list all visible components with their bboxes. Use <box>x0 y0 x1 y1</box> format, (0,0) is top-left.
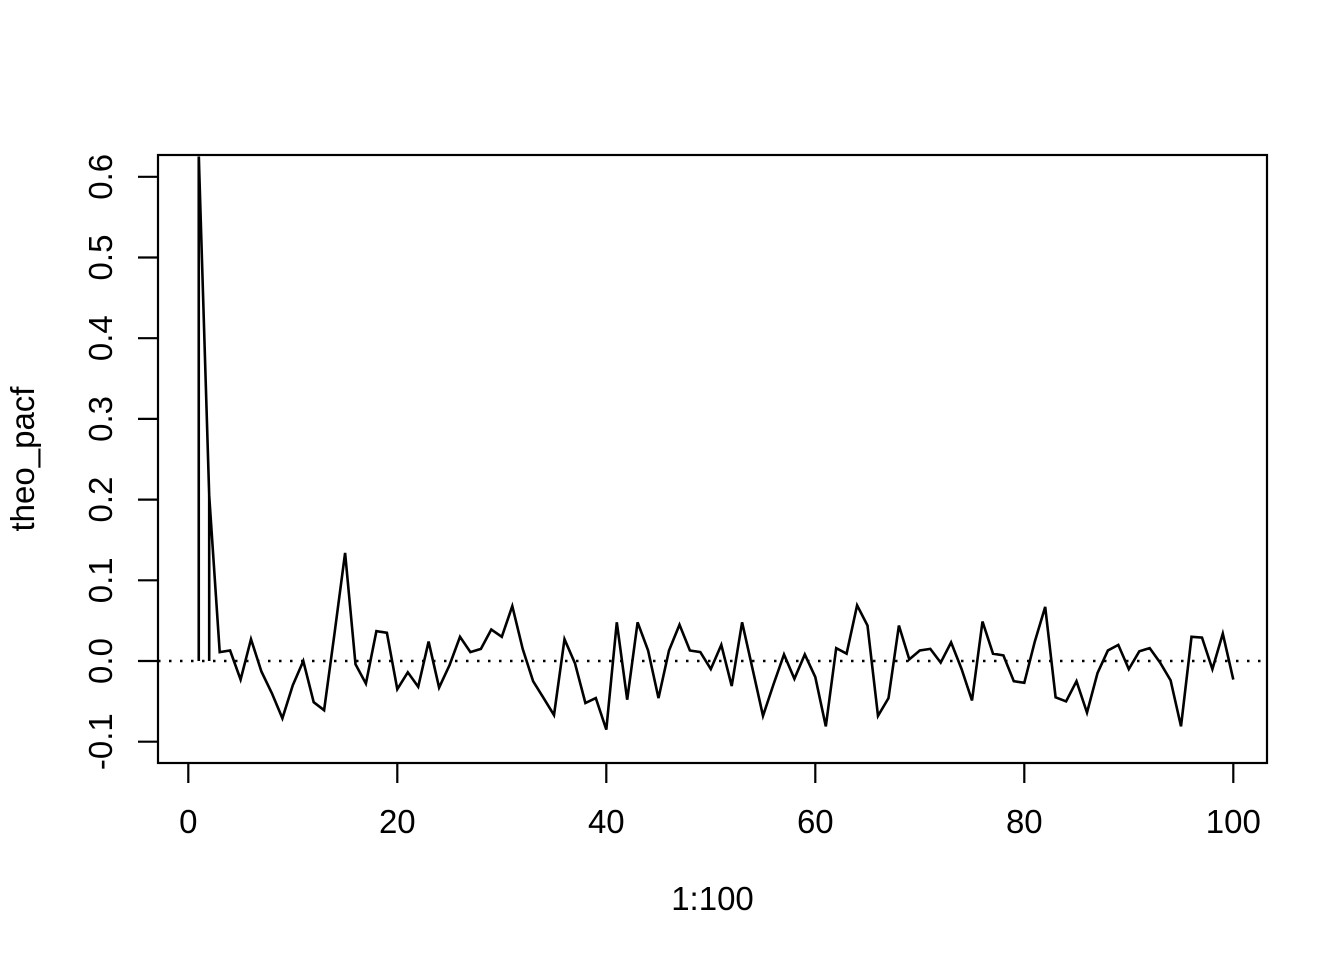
plot-box <box>156 153 1269 765</box>
x-tick-label: 100 <box>1206 803 1261 840</box>
x-tick-label: 0 <box>179 803 197 840</box>
y-tick-label: 0.2 <box>82 477 119 523</box>
x-tick-label: 60 <box>797 803 834 840</box>
x-tick-label: 20 <box>379 803 416 840</box>
y-tick-label: 0.1 <box>82 557 119 603</box>
y-tick-label: 0.0 <box>82 638 119 684</box>
x-tick-label: 80 <box>1006 803 1043 840</box>
y-tick-label: 0.5 <box>82 235 119 281</box>
y-tick-label: 0.4 <box>82 315 119 361</box>
y-tick-label: -0.1 <box>82 713 119 770</box>
x-tick-label: 40 <box>588 803 625 840</box>
pacf-series-line <box>197 156 1235 731</box>
y-tick-label: 0.6 <box>82 154 119 200</box>
x-axis-title: 1:100 <box>671 880 754 917</box>
y-tick-label: 0.3 <box>82 396 119 442</box>
y-axis-title: theo_pacf <box>4 386 41 532</box>
